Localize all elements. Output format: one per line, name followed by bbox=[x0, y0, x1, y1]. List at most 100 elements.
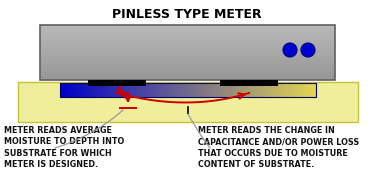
Bar bbox=[40, 62, 335, 64]
Bar bbox=[198, 83, 201, 97]
Bar bbox=[40, 74, 335, 77]
Bar bbox=[92, 83, 96, 97]
Bar bbox=[233, 83, 237, 97]
Bar bbox=[294, 83, 297, 97]
Bar bbox=[40, 71, 335, 73]
Bar bbox=[153, 83, 156, 97]
Bar bbox=[134, 83, 137, 97]
Bar bbox=[172, 83, 176, 97]
Bar bbox=[262, 83, 265, 97]
Bar bbox=[162, 83, 166, 97]
Bar bbox=[159, 83, 163, 97]
Bar bbox=[40, 38, 335, 40]
Bar bbox=[188, 83, 192, 97]
Bar bbox=[274, 83, 278, 97]
Bar bbox=[63, 83, 67, 97]
Bar bbox=[89, 83, 93, 97]
Bar bbox=[290, 83, 294, 97]
Bar bbox=[70, 83, 73, 97]
Bar bbox=[175, 83, 179, 97]
Bar bbox=[111, 83, 115, 97]
Bar bbox=[40, 34, 335, 37]
Bar bbox=[201, 83, 204, 97]
Bar bbox=[223, 83, 227, 97]
Bar bbox=[271, 83, 275, 97]
Bar bbox=[88, 80, 146, 86]
Bar bbox=[40, 65, 335, 68]
Bar bbox=[169, 83, 172, 97]
Bar bbox=[130, 83, 134, 97]
Bar bbox=[226, 83, 230, 97]
Bar bbox=[82, 83, 86, 97]
Bar bbox=[258, 83, 262, 97]
Bar bbox=[118, 83, 121, 97]
Bar bbox=[40, 27, 335, 29]
Bar bbox=[185, 83, 189, 97]
Bar bbox=[127, 83, 131, 97]
Bar bbox=[60, 83, 316, 97]
Bar bbox=[143, 83, 147, 97]
Bar bbox=[204, 83, 208, 97]
Bar bbox=[236, 83, 240, 97]
Bar bbox=[40, 67, 335, 69]
Bar bbox=[230, 83, 233, 97]
Bar bbox=[191, 83, 195, 97]
Bar bbox=[40, 58, 335, 60]
Bar bbox=[310, 83, 313, 97]
Bar bbox=[255, 83, 259, 97]
Bar bbox=[40, 69, 335, 71]
Bar bbox=[105, 83, 108, 97]
Bar bbox=[137, 83, 141, 97]
Bar bbox=[40, 56, 335, 58]
Bar bbox=[214, 83, 217, 97]
Bar bbox=[300, 83, 304, 97]
Bar bbox=[297, 83, 300, 97]
Bar bbox=[79, 83, 83, 97]
Bar bbox=[284, 83, 288, 97]
Bar bbox=[182, 83, 185, 97]
Bar bbox=[306, 83, 310, 97]
Bar bbox=[40, 25, 335, 80]
Bar bbox=[124, 83, 128, 97]
Bar bbox=[102, 83, 105, 97]
Bar bbox=[150, 83, 153, 97]
Bar bbox=[40, 53, 335, 55]
Bar bbox=[108, 83, 112, 97]
Bar bbox=[220, 83, 224, 97]
Bar bbox=[207, 83, 211, 97]
Bar bbox=[60, 83, 64, 97]
Text: PINLESS TYPE METER: PINLESS TYPE METER bbox=[112, 8, 262, 21]
Bar bbox=[76, 83, 80, 97]
Bar bbox=[278, 83, 281, 97]
Bar bbox=[40, 40, 335, 42]
Bar bbox=[40, 29, 335, 31]
Bar bbox=[86, 83, 89, 97]
Bar bbox=[40, 45, 335, 48]
Bar bbox=[217, 83, 220, 97]
Bar bbox=[95, 83, 99, 97]
Bar bbox=[40, 47, 335, 49]
Bar bbox=[40, 51, 335, 53]
Circle shape bbox=[283, 43, 297, 57]
Bar bbox=[40, 76, 335, 79]
Bar bbox=[18, 82, 358, 122]
Bar bbox=[40, 32, 335, 35]
Text: METER READS AVERAGE
MOISTURE TO DEPTH INTO
SUBSTRATE FOR WHICH
METER IS DESIGNED: METER READS AVERAGE MOISTURE TO DEPTH IN… bbox=[4, 126, 124, 169]
Bar bbox=[40, 30, 335, 33]
Bar bbox=[281, 83, 285, 97]
Bar bbox=[194, 83, 198, 97]
Bar bbox=[66, 83, 70, 97]
Text: METER READS THE CHANGE IN
CAPACITANCE AND/OR POWER LOSS
THAT OCCURS DUE TO MOIST: METER READS THE CHANGE IN CAPACITANCE AN… bbox=[198, 126, 359, 169]
Bar bbox=[40, 49, 335, 51]
Bar bbox=[166, 83, 169, 97]
Bar bbox=[220, 80, 278, 86]
Bar bbox=[40, 73, 335, 75]
Bar bbox=[249, 83, 252, 97]
Bar bbox=[98, 83, 102, 97]
Bar bbox=[210, 83, 214, 97]
Bar bbox=[268, 83, 272, 97]
Bar bbox=[40, 43, 335, 46]
Bar bbox=[242, 83, 246, 97]
Bar bbox=[252, 83, 256, 97]
Bar bbox=[40, 54, 335, 57]
